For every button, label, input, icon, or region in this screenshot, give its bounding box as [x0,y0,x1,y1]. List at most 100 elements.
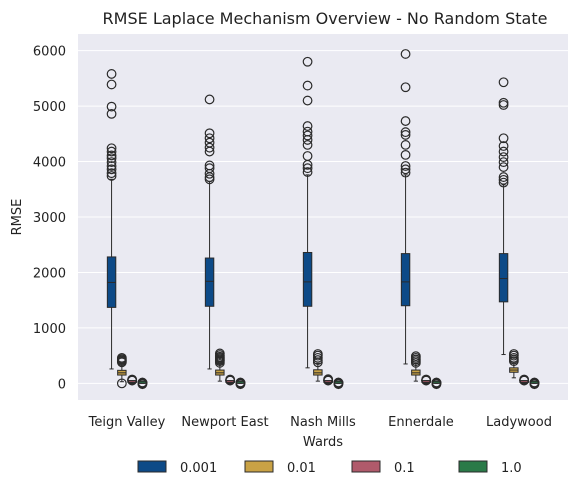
outlier-point [106,153,117,164]
box-0_001 [204,94,215,370]
outlier-point [106,101,117,112]
outlier-point [498,172,509,182]
outlier-point [431,377,442,388]
outlier-point [302,121,313,131]
box-0_01 [410,351,421,382]
outlier-point [400,149,411,160]
outlier-point [508,349,519,359]
box-iqr [400,253,411,307]
box-iqr [204,257,215,307]
y-tick-label: 5000 [33,100,66,115]
legend-label: 0.01 [287,461,316,476]
outlier-point [529,377,540,388]
outlier-point [323,374,334,385]
outlier-point [400,82,411,93]
x-tick-label: Newport East [181,415,268,430]
outlier-point [116,352,127,363]
x-tick-label: Ennerdale [388,415,454,430]
outlier-point [204,133,215,144]
legend-label: 0.1 [394,461,415,476]
outlier-point [302,167,313,177]
legend-label: 0.001 [180,461,217,476]
box-0_01 [214,348,225,382]
outlier-point [106,161,117,171]
y-tick-label: 4000 [33,156,66,171]
outlier-point [214,348,225,359]
outlier-point [204,94,215,105]
box-0_01 [116,352,127,389]
box-0_1 [225,374,236,386]
x-axis-label: Wards [303,435,343,450]
x-tick-labels: Teign Valley Newport East Nash Mills Ennerd… [88,415,552,430]
outlier-point [204,160,215,171]
box-iqr [498,253,509,303]
outlier-point [106,164,117,175]
outlier-point [400,49,411,59]
outlier-point [498,174,509,185]
outlier-point [410,351,421,362]
box-0_01 [508,349,519,379]
outlier-point [400,161,411,171]
outlier-point [302,151,313,161]
outlier-point [106,108,117,119]
legend-swatch [458,460,488,473]
legend-label: 1.0 [501,461,522,476]
outlier-point [333,377,344,388]
x-tick-label: Teign Valley [88,415,166,430]
x-tick-label: Ladywood [486,415,552,430]
box-0_01 [312,349,323,382]
outlier-point [204,128,215,139]
y-tick-label: 2000 [33,266,66,281]
outlier-point [302,140,313,150]
box-iqr [302,251,313,307]
box-1_0 [333,377,344,390]
outlier-point [204,137,215,148]
outlier-point [106,143,117,154]
outlier-point [400,140,411,150]
outlier-point [302,163,313,174]
legend-swatch [137,460,167,473]
outlier-point [400,127,411,138]
legend-swatch [244,460,274,473]
box-1_0 [431,377,442,390]
outlier-point [235,377,246,388]
legend: 0.001 0.01 0.1 1.0 [137,460,522,476]
outlier-point [498,146,509,157]
box-1_0 [137,377,148,390]
outlier-point [498,141,509,151]
box-1_0 [529,377,540,390]
outlier-point [400,130,411,140]
outlier-point [302,126,313,137]
outlier-point [519,374,530,385]
box-0_1 [421,374,432,386]
outlier-point [106,168,117,179]
outlier-point [302,56,313,67]
box-1_0 [235,377,246,390]
box-0_001 [106,69,117,370]
y-tick-labels: 0 1000 2000 3000 4000 5000 6000 [33,45,66,393]
outlier-point [498,133,509,144]
outlier-point [400,164,411,175]
y-axis-label: RMSE [10,199,25,236]
box-series [106,49,540,390]
y-tick-label: 3000 [33,211,66,226]
legend-swatch [351,460,381,473]
x-tick-label: Nash Mills [290,415,356,430]
grid-lines [78,50,568,384]
box-0_001 [400,49,411,365]
outlier-point [106,150,117,161]
box-0_1 [127,374,138,386]
box-0_1 [519,374,530,386]
outlier-point [106,157,117,168]
outlier-point [106,79,117,90]
outlier-point [116,378,127,389]
outlier-point [498,177,509,188]
outlier-point [498,162,509,172]
box-0_001 [302,56,313,369]
chart-title: RMSE Laplace Mechanism Overview - No Ran… [103,9,548,28]
outlier-point [498,97,509,108]
outlier-point [421,374,432,385]
outlier-point [106,146,117,157]
outlier-point [312,349,323,359]
